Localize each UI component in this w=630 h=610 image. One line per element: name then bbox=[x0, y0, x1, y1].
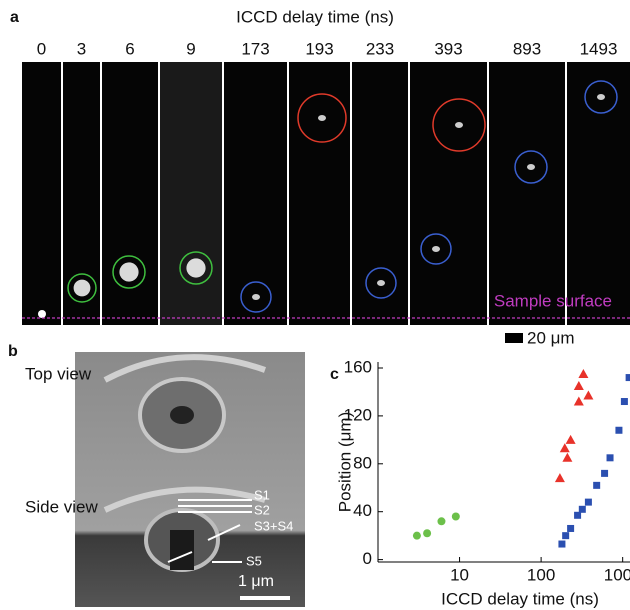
y-tick-label: 40 bbox=[353, 501, 372, 520]
frame bbox=[224, 62, 287, 325]
point bbox=[562, 452, 573, 462]
point bbox=[423, 529, 432, 538]
plume-circle bbox=[67, 273, 97, 303]
point bbox=[620, 398, 628, 406]
scale-bar bbox=[505, 333, 523, 343]
panel-title: ICCD delay time (ns) bbox=[236, 7, 394, 26]
plume bbox=[318, 115, 326, 121]
delay-label: 193 bbox=[305, 39, 333, 58]
frame bbox=[22, 62, 61, 325]
marker-lines bbox=[167, 499, 252, 563]
point bbox=[584, 498, 592, 506]
point bbox=[578, 505, 586, 513]
point bbox=[573, 396, 584, 406]
marker-label: S5 bbox=[246, 553, 262, 568]
point bbox=[451, 512, 460, 521]
frame bbox=[160, 62, 222, 325]
delay-label: 3 bbox=[77, 39, 86, 58]
plume bbox=[119, 262, 139, 282]
plume-circle bbox=[514, 150, 548, 184]
point bbox=[562, 532, 570, 540]
plume-circle bbox=[584, 80, 618, 114]
delay-label: 173 bbox=[241, 39, 269, 58]
delay-label: 393 bbox=[434, 39, 462, 58]
plume bbox=[252, 294, 260, 300]
point bbox=[601, 469, 609, 477]
y-tick-label: 0 bbox=[363, 549, 372, 568]
point bbox=[554, 473, 565, 483]
surface-label: Sample surface bbox=[494, 291, 612, 310]
point bbox=[583, 390, 594, 400]
y-tick-label: 80 bbox=[353, 453, 372, 472]
plume-circle bbox=[179, 251, 213, 285]
point bbox=[578, 368, 589, 378]
plume-circle bbox=[365, 267, 397, 299]
plume-circle bbox=[432, 98, 486, 152]
plume-circle bbox=[112, 255, 146, 289]
view-label: Top view bbox=[25, 364, 92, 383]
frame bbox=[102, 62, 158, 325]
x-tick-label: 100 bbox=[527, 565, 555, 584]
delay-label: 893 bbox=[513, 39, 541, 58]
spot bbox=[38, 310, 46, 318]
plume bbox=[455, 122, 463, 128]
x-axis-label: ICCD delay time (ns) bbox=[441, 589, 599, 608]
plume bbox=[73, 279, 91, 297]
view-label: Side view bbox=[25, 497, 98, 516]
rim bbox=[103, 354, 266, 383]
x-tick-label: 10 bbox=[450, 565, 469, 584]
point bbox=[625, 374, 630, 382]
plume-circle bbox=[420, 233, 452, 265]
plume bbox=[377, 280, 385, 286]
y-tick-label: 160 bbox=[344, 357, 372, 376]
marker-label: S2 bbox=[254, 502, 270, 517]
panel-label: b bbox=[8, 343, 18, 360]
point bbox=[565, 434, 576, 444]
frame bbox=[289, 62, 350, 325]
plume-circle bbox=[240, 281, 272, 313]
point bbox=[593, 481, 601, 489]
plume bbox=[597, 94, 605, 100]
hole bbox=[170, 406, 194, 424]
plume bbox=[432, 246, 440, 252]
point bbox=[559, 443, 570, 453]
plume bbox=[527, 164, 535, 170]
y-axis-label: Position (μm) bbox=[335, 412, 354, 512]
point bbox=[573, 380, 584, 390]
image-strip bbox=[22, 62, 630, 325]
y-tick-label: 120 bbox=[344, 405, 372, 424]
hole bbox=[170, 530, 194, 570]
point bbox=[606, 454, 614, 462]
point bbox=[615, 426, 623, 434]
frame bbox=[489, 62, 565, 325]
scale-bar-label: 1 μm bbox=[238, 573, 274, 590]
panel-label: a bbox=[10, 9, 19, 26]
point bbox=[437, 517, 446, 526]
delay-label: 0 bbox=[37, 39, 46, 58]
scale-bar-label: 20 μm bbox=[527, 328, 575, 347]
panel-label: c bbox=[330, 366, 339, 383]
plume bbox=[186, 258, 206, 278]
marker-label: S1 bbox=[254, 487, 270, 502]
marker-label: S3+S4 bbox=[254, 518, 293, 533]
delay-label: 233 bbox=[366, 39, 394, 58]
frame bbox=[410, 62, 487, 325]
point bbox=[558, 540, 566, 548]
plume-circle bbox=[297, 93, 347, 143]
rim bbox=[103, 486, 266, 513]
point bbox=[567, 524, 575, 532]
point bbox=[412, 531, 421, 540]
delay-label: 1493 bbox=[580, 39, 618, 58]
delay-label: 9 bbox=[186, 39, 195, 58]
delay-label: 6 bbox=[125, 39, 134, 58]
point bbox=[574, 511, 582, 519]
frame bbox=[567, 62, 630, 325]
scale-bar bbox=[240, 596, 290, 600]
